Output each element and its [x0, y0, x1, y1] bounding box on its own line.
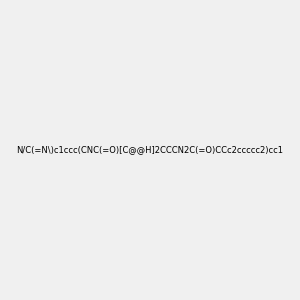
- Text: N/C(=N\)c1ccc(CNC(=O)[C@@H]2CCCN2C(=O)CCc2ccccc2)cc1: N/C(=N\)c1ccc(CNC(=O)[C@@H]2CCCN2C(=O)CC…: [16, 146, 283, 154]
